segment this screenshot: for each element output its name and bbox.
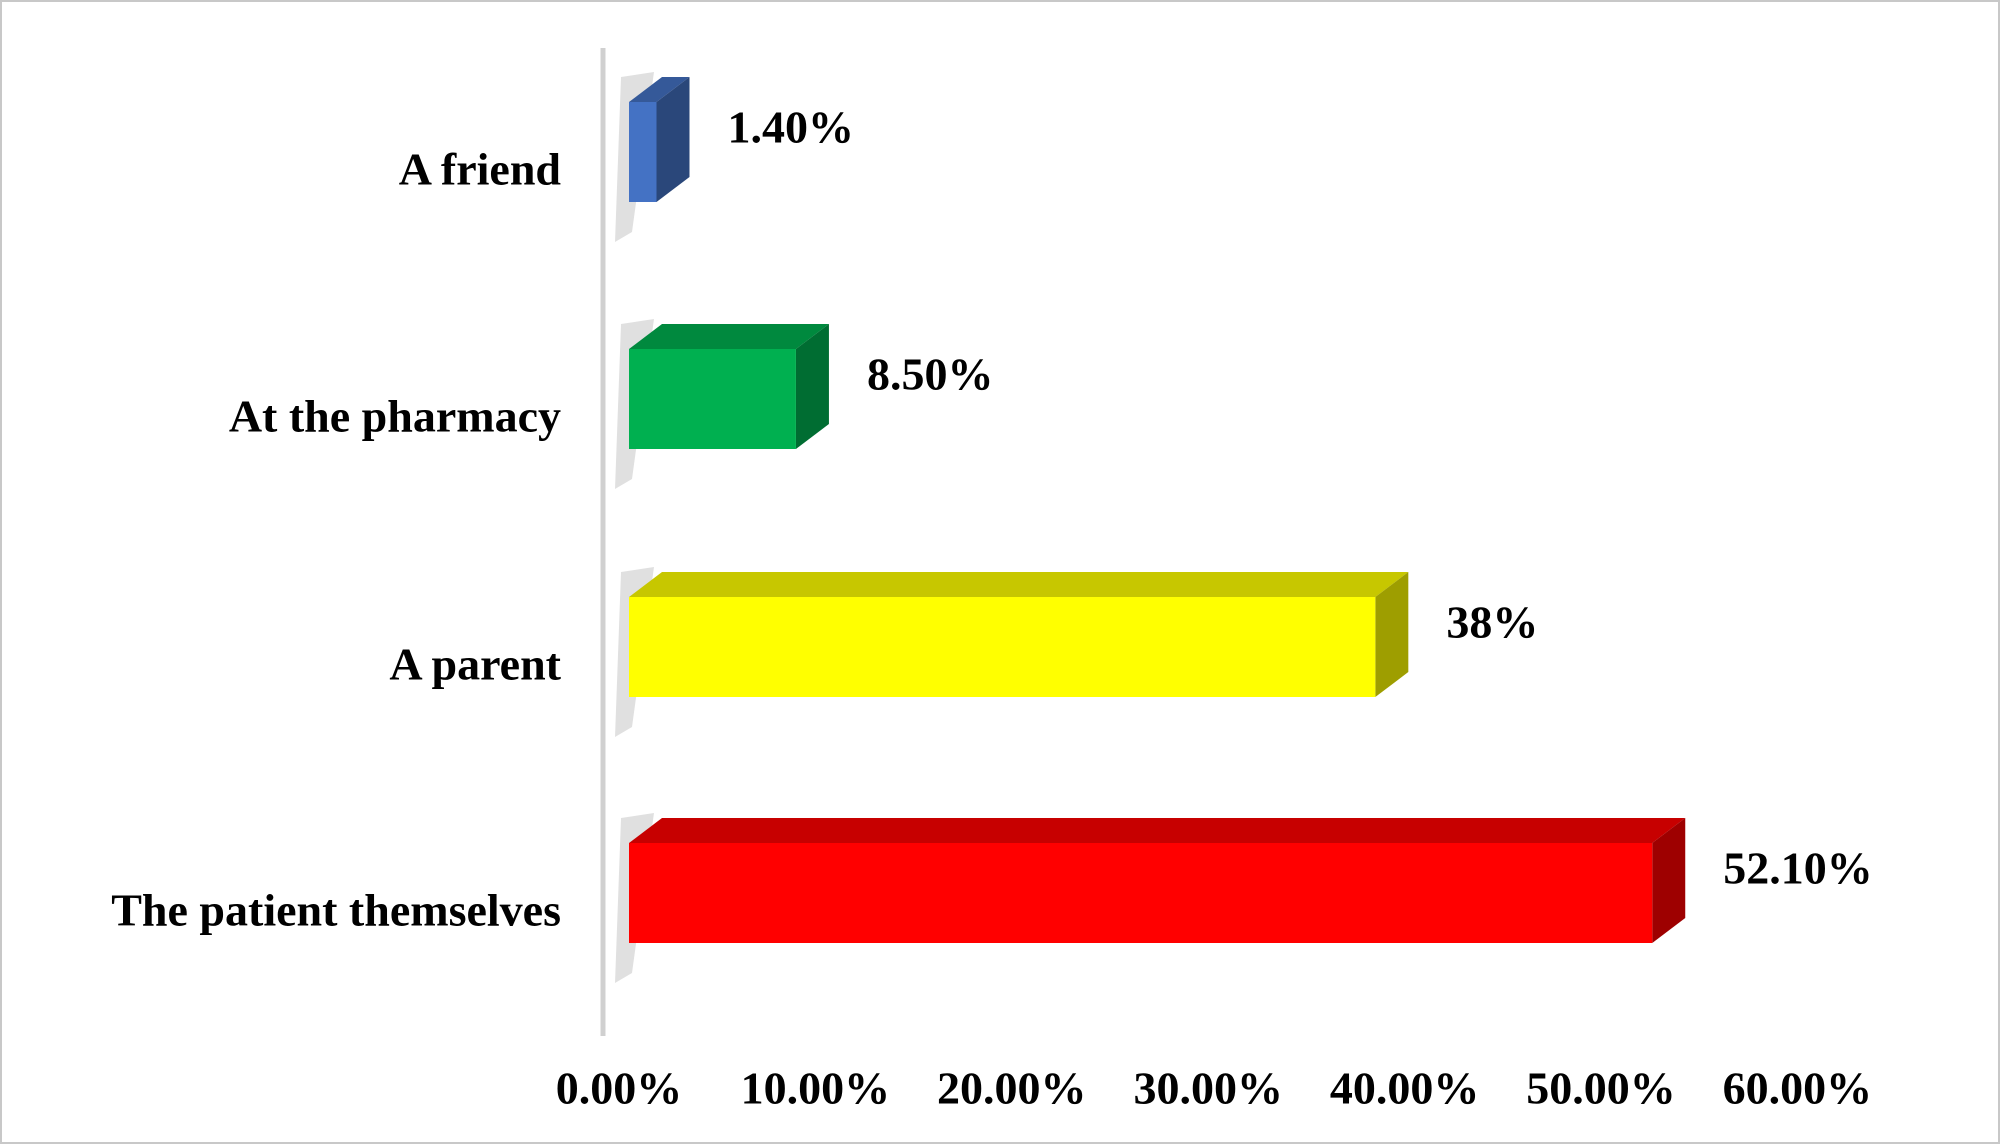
bar-top: [629, 77, 690, 102]
bar: [629, 597, 1376, 697]
bar-side: [795, 324, 829, 449]
x-tick-label: 20.00%: [937, 1063, 1087, 1114]
x-tick-label: 40.00%: [1330, 1063, 1480, 1114]
value-label: 38%: [1446, 597, 1538, 648]
bar-side: [1375, 572, 1409, 697]
y-tick-label: A friend: [399, 144, 562, 195]
x-tick-label: 10.00%: [741, 1063, 891, 1114]
value-label: 1.40%: [727, 102, 854, 153]
y-tick-label: A parent: [389, 639, 561, 690]
bar: [629, 843, 1653, 943]
bar: [629, 102, 657, 202]
bar-side: [1652, 818, 1686, 943]
bar-top: [629, 324, 829, 349]
x-tick-label: 30.00%: [1133, 1063, 1283, 1114]
bar-top: [629, 572, 1409, 597]
y-tick-label: At the pharmacy: [229, 391, 561, 442]
y-tick-label: The patient themselves: [111, 885, 561, 936]
x-tick-label: 0.00%: [556, 1063, 683, 1114]
bar-top: [629, 818, 1686, 843]
value-label: 52.10%: [1723, 843, 1873, 894]
value-label: 8.50%: [867, 349, 994, 400]
x-tick-label: 50.00%: [1526, 1063, 1676, 1114]
bar-side: [656, 77, 690, 202]
x-tick-label: 60.00%: [1723, 1063, 1873, 1114]
bar: [629, 349, 796, 449]
